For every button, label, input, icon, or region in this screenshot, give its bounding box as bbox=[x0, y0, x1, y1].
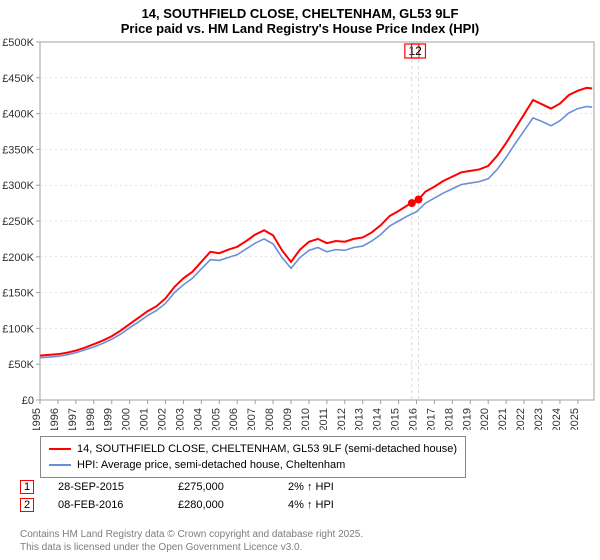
line-chart: £0 £50K £100K £150K £200K £250K £300K £350K £400… bbox=[0, 38, 600, 430]
legend-label: 14, SOUTHFIELD CLOSE, CHELTENHAM, GL53 9… bbox=[77, 443, 457, 455]
svg-text:2005: 2005 bbox=[210, 408, 222, 430]
sale-row: 1 28-SEP-2015£275,0002% ↑ HPI bbox=[20, 478, 334, 496]
legend-item: HPI: Average price, semi-detached house,… bbox=[49, 457, 457, 473]
svg-text:£400K: £400K bbox=[2, 109, 34, 121]
svg-text:2004: 2004 bbox=[192, 408, 204, 430]
svg-text:2: 2 bbox=[415, 44, 422, 58]
svg-text:£150K: £150K bbox=[2, 288, 34, 300]
sale-row: 2 08-FEB-2016£280,0004% ↑ HPI bbox=[20, 496, 334, 514]
svg-text:£500K: £500K bbox=[2, 38, 34, 49]
footer-line-1: Contains HM Land Registry data © Crown c… bbox=[20, 529, 363, 542]
svg-text:1995: 1995 bbox=[31, 408, 43, 430]
svg-text:2012: 2012 bbox=[336, 408, 348, 430]
legend-swatch bbox=[49, 448, 71, 450]
svg-text:2001: 2001 bbox=[139, 408, 151, 430]
svg-text:£200K: £200K bbox=[2, 252, 34, 264]
svg-text:2022: 2022 bbox=[515, 408, 527, 430]
svg-text:£50K: £50K bbox=[8, 359, 34, 371]
sales-table: 1 28-SEP-2015£275,0002% ↑ HPI 2 08-FEB-2016… bbox=[20, 478, 334, 514]
sale-marker-box: 2 bbox=[20, 498, 34, 512]
svg-text:2025: 2025 bbox=[569, 408, 581, 430]
legend-label: HPI: Average price, semi-detached house,… bbox=[77, 459, 345, 471]
svg-text:2000: 2000 bbox=[121, 408, 133, 430]
svg-text:2013: 2013 bbox=[354, 408, 366, 430]
svg-text:2015: 2015 bbox=[390, 408, 402, 430]
svg-text:2010: 2010 bbox=[300, 408, 312, 430]
svg-text:1999: 1999 bbox=[103, 408, 115, 430]
chart-title: 14, SOUTHFIELD CLOSE, CHELTENHAM, GL53 9… bbox=[0, 0, 600, 21]
legend-item: 14, SOUTHFIELD CLOSE, CHELTENHAM, GL53 9… bbox=[49, 441, 457, 457]
svg-text:2021: 2021 bbox=[497, 408, 509, 430]
svg-text:£300K: £300K bbox=[2, 180, 34, 192]
svg-text:£100K: £100K bbox=[2, 323, 34, 335]
attribution-footer: Contains HM Land Registry data © Crown c… bbox=[20, 529, 363, 554]
svg-text:1998: 1998 bbox=[85, 408, 97, 430]
svg-text:£0: £0 bbox=[22, 395, 34, 407]
sale-price: £280,000 bbox=[178, 499, 288, 511]
svg-text:2008: 2008 bbox=[264, 408, 276, 430]
svg-text:2011: 2011 bbox=[318, 408, 330, 430]
svg-text:2006: 2006 bbox=[228, 408, 240, 430]
legend-swatch bbox=[49, 464, 71, 466]
svg-text:2020: 2020 bbox=[479, 408, 491, 430]
sale-diff: 2% ↑ HPI bbox=[288, 481, 334, 493]
sale-date: 28-SEP-2015 bbox=[58, 481, 178, 493]
svg-text:2016: 2016 bbox=[408, 408, 420, 430]
svg-text:2009: 2009 bbox=[282, 408, 294, 430]
svg-text:2007: 2007 bbox=[246, 408, 258, 430]
svg-text:£450K: £450K bbox=[2, 73, 34, 85]
svg-text:2017: 2017 bbox=[425, 408, 437, 430]
svg-text:£350K: £350K bbox=[2, 144, 34, 156]
svg-text:2024: 2024 bbox=[551, 408, 563, 430]
sale-date: 08-FEB-2016 bbox=[58, 499, 178, 511]
sale-diff: 4% ↑ HPI bbox=[288, 499, 334, 511]
sale-price: £275,000 bbox=[178, 481, 288, 493]
svg-text:2014: 2014 bbox=[372, 408, 384, 430]
footer-line-2: This data is licensed under the Open Gov… bbox=[20, 542, 363, 555]
svg-text:£250K: £250K bbox=[2, 216, 34, 228]
legend: 14, SOUTHFIELD CLOSE, CHELTENHAM, GL53 9… bbox=[40, 436, 466, 478]
svg-text:1996: 1996 bbox=[49, 408, 61, 430]
svg-text:2023: 2023 bbox=[533, 408, 545, 430]
svg-text:2019: 2019 bbox=[461, 408, 473, 430]
svg-text:2018: 2018 bbox=[443, 408, 455, 430]
svg-text:2003: 2003 bbox=[174, 408, 186, 430]
sale-marker-box: 1 bbox=[20, 480, 34, 494]
svg-text:1997: 1997 bbox=[67, 408, 79, 430]
svg-text:2002: 2002 bbox=[157, 408, 169, 430]
